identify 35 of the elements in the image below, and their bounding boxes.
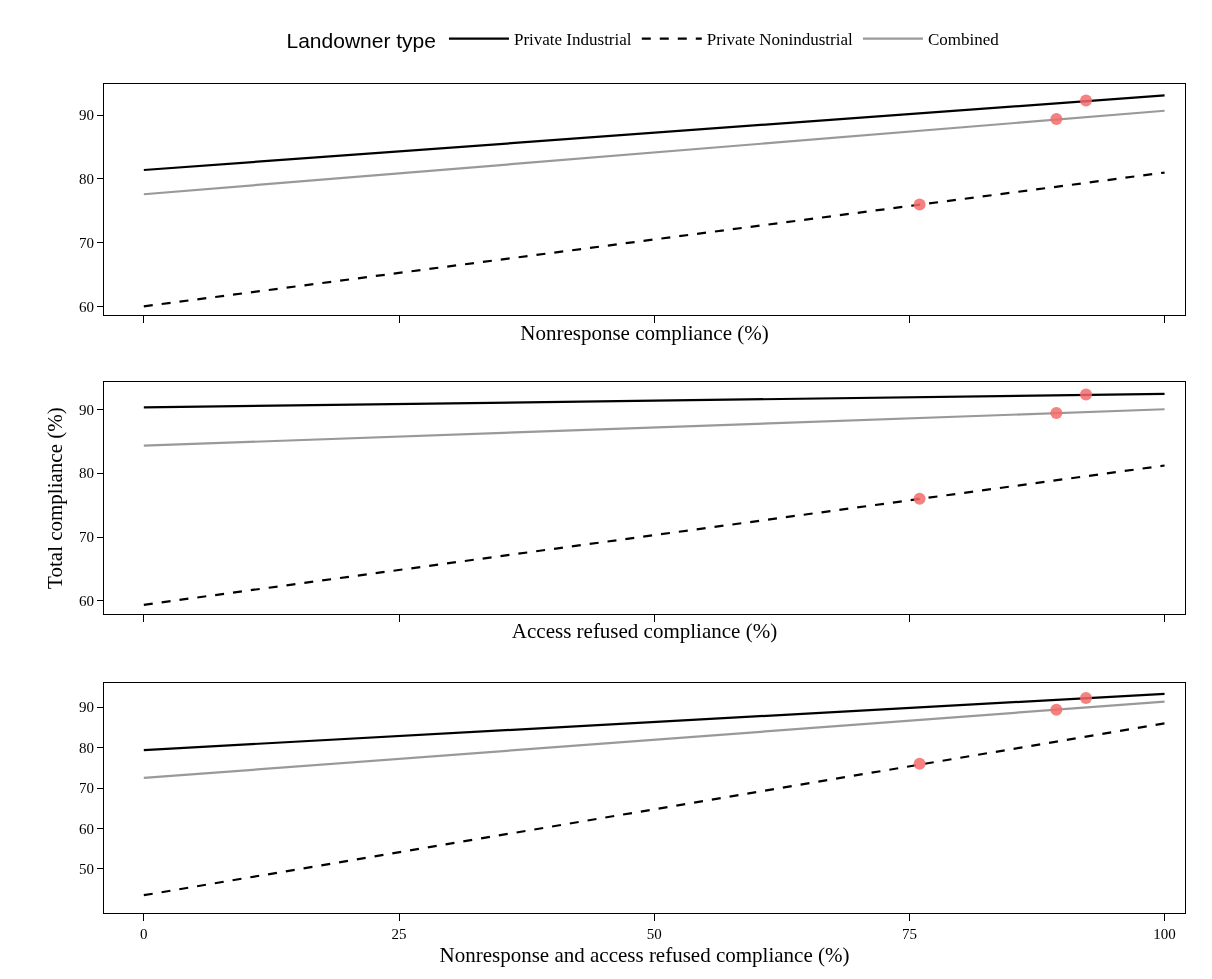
y-tick-label: 50 <box>78 861 94 878</box>
y-tick-label: 80 <box>78 171 94 188</box>
y-tick-label: 70 <box>78 234 94 251</box>
y-tick-label: 90 <box>78 107 94 124</box>
y-tick-label: 80 <box>78 465 94 482</box>
x-tick-label: 25 <box>391 926 407 943</box>
x-axis-title: Nonresponse compliance (%) <box>520 320 769 345</box>
y-tick-label: 70 <box>78 780 94 797</box>
y-tick-label: 70 <box>78 529 94 546</box>
y-tick-label: 60 <box>78 298 94 315</box>
point <box>1050 113 1063 126</box>
x-tick-label: 50 <box>646 926 662 943</box>
legend-label: Combined <box>927 30 1000 50</box>
point <box>1079 691 1092 704</box>
y-axis-title: Total compliance (%) <box>43 407 68 589</box>
y-tick-label: 90 <box>78 401 94 418</box>
x-tick-label: 0 <box>140 926 148 943</box>
x-tick-label: 100 <box>1153 926 1176 943</box>
x-axis-title: Nonresponse and access refused compliance (%) <box>439 943 850 968</box>
x-axis-title: Access refused compliance (%) <box>511 619 778 644</box>
y-tick-label: 60 <box>78 820 94 837</box>
legend-title: Landowner type <box>286 29 436 53</box>
point <box>913 198 926 211</box>
point <box>1050 703 1063 716</box>
y-tick-label: 80 <box>78 739 94 756</box>
y-tick-label: 60 <box>78 593 94 610</box>
point <box>1079 94 1092 107</box>
x-tick-label: 75 <box>901 926 917 943</box>
point <box>913 757 926 770</box>
y-tick-label: 90 <box>78 699 94 716</box>
point <box>1079 388 1092 401</box>
legend-label: Private Nonindustrial <box>706 30 853 50</box>
point <box>913 492 926 505</box>
point <box>1050 407 1063 420</box>
legend-label: Private Industrial <box>513 30 632 50</box>
